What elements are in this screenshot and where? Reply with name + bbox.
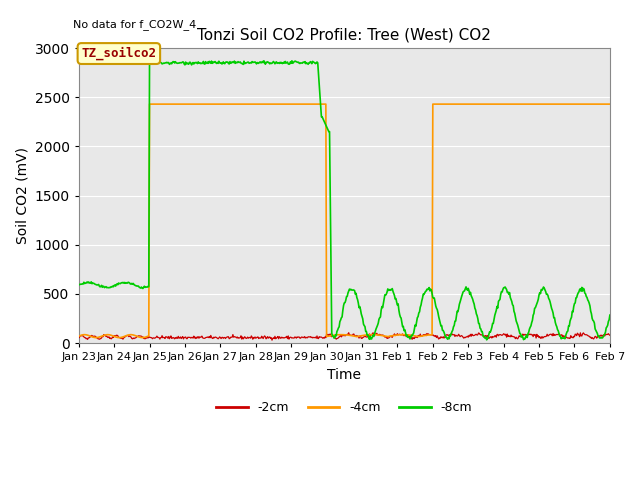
Text: No data for f_CO2W_4: No data for f_CO2W_4	[74, 20, 196, 30]
Text: TZ_soilco2: TZ_soilco2	[81, 47, 156, 60]
X-axis label: Time: Time	[327, 368, 362, 382]
Y-axis label: Soil CO2 (mV): Soil CO2 (mV)	[15, 147, 29, 244]
Legend: -2cm, -4cm, -8cm: -2cm, -4cm, -8cm	[211, 396, 477, 420]
Title: Tonzi Soil CO2 Profile: Tree (West) CO2: Tonzi Soil CO2 Profile: Tree (West) CO2	[197, 28, 492, 43]
